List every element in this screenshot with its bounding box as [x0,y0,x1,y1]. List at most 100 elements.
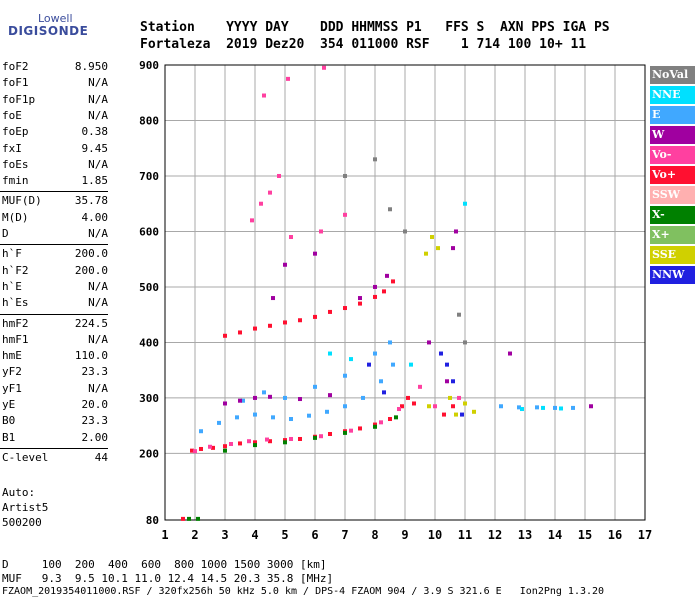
data-point [463,340,467,345]
data-point [313,384,317,389]
data-point [463,401,467,406]
param-value: N/A [88,381,108,395]
param-value: N/A [88,227,108,240]
auto-label: Auto: [2,486,36,499]
param-row: h`E N/A [2,280,108,296]
param-row: fmin 1.85 [2,174,108,190]
data-point [343,373,347,378]
x-tick-label: 16 [608,528,622,542]
param-value: 8.950 [74,60,108,73]
y-tick-label: 500 [139,281,159,294]
data-point [472,409,476,414]
param-key: h`E [2,279,22,293]
x-tick-label: 1 [161,528,168,542]
param-value: N/A [88,92,108,106]
data-point [559,406,563,411]
data-point [238,330,242,335]
data-point [319,229,323,234]
data-point [463,201,467,206]
param-value: N/A [88,108,108,122]
data-point [211,445,215,450]
data-point [298,397,302,402]
data-point [313,251,317,256]
y-tick-label: 900 [139,59,159,72]
x-tick-label: 3 [221,528,228,542]
param-key: MUF(D) [2,194,42,208]
param-value: 110.0 [74,349,108,363]
data-point [391,279,395,284]
param-row: foE N/A [2,109,108,125]
data-point [262,390,266,395]
param-row: MUF(D) 35.78 [2,194,108,210]
legend-item: NNW [650,266,695,284]
param-key: h`Es [2,296,29,310]
data-point [358,296,362,301]
data-point [235,415,239,420]
plot-frame [164,64,646,521]
param-key: foF1p [2,92,36,106]
data-point [253,412,257,417]
data-point [451,379,455,384]
data-point [394,415,398,420]
data-point [199,446,203,451]
data-point [268,394,272,399]
param-key: yE [2,398,16,411]
data-point [358,301,362,306]
data-point [535,405,539,410]
data-point [241,398,245,403]
data-point [457,312,461,317]
param-value: 4.00 [81,210,109,224]
param-row: yE 20.0 [2,398,108,414]
data-point [268,190,272,195]
param-row: B0 23.3 [2,414,108,430]
param-value: N/A [88,157,108,171]
data-point [283,395,287,400]
x-tick-label: 5 [281,528,288,542]
x-tick-label: 11 [458,528,472,542]
data-point [457,395,461,400]
data-point [388,417,392,422]
param-key: foF1 [2,76,29,90]
legend-item: E [650,106,695,124]
data-point [283,438,287,443]
data-point [283,262,287,267]
param-value: N/A [88,76,108,90]
data-point [589,404,593,409]
data-point [409,362,413,367]
data-point [208,444,212,449]
param-key: h`F [2,247,22,261]
param-key: hmF1 [2,332,29,346]
data-point [271,415,275,420]
param-value: N/A [88,296,108,310]
legend-item: Vo+ [650,166,695,184]
data-point [442,412,446,417]
x-tick-label: 9 [401,528,408,542]
y-tick-label: 300 [139,392,159,405]
param-row: D N/A [2,227,108,243]
param-row: h`F 200.0 [2,247,108,263]
param-value: 2.00 [81,430,109,444]
data-point [265,437,269,442]
param-row: foF1p N/A [2,93,108,109]
data-point [286,76,290,81]
data-point [343,212,347,217]
data-point [388,207,392,212]
param-key: foF2 [2,60,29,73]
data-point [325,409,329,414]
param-key: D [2,227,9,240]
data-point [187,516,191,521]
data-point [283,320,287,325]
param-key: yF2 [2,365,22,379]
param-key: C-level [2,450,49,464]
data-point [343,306,347,311]
legend-item: Vo- [650,146,695,164]
data-point [451,404,455,409]
logo-line1: Lowell [38,12,73,25]
data-point [517,405,521,410]
param-value: 9.45 [81,141,109,155]
footer-muf: MUF 9.3 9.5 10.1 11.0 12.4 14.5 20.3 35.… [2,572,334,585]
data-point [406,395,410,400]
data-point [262,93,266,98]
data-point [289,436,293,441]
data-point [439,351,443,356]
